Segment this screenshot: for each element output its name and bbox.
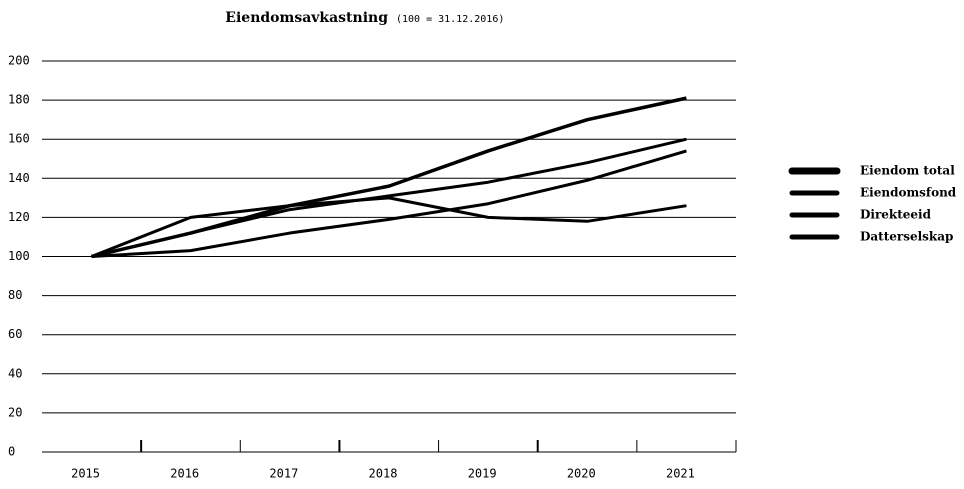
y-tick-label: 120 bbox=[8, 210, 30, 224]
y-tick-label: 200 bbox=[8, 54, 30, 68]
legend-label: Eiendom total bbox=[860, 164, 955, 178]
y-tick-label: 80 bbox=[8, 288, 22, 302]
y-tick-label: 140 bbox=[8, 171, 30, 185]
x-tick-label: 2019 bbox=[468, 467, 497, 481]
y-tick-label: 160 bbox=[8, 132, 30, 146]
y-tick-label: 40 bbox=[8, 366, 22, 380]
y-tick-label: 20 bbox=[8, 405, 22, 419]
x-tick-label: 2016 bbox=[170, 467, 199, 481]
chart-subtitle: (100 = 31.12.2016) bbox=[396, 14, 504, 25]
legend-label: Datterselskap bbox=[860, 230, 953, 244]
chart-title: Eiendomsavkastning bbox=[225, 10, 388, 26]
legend-label: Eiendomsfond bbox=[860, 186, 957, 200]
y-tick-label: 180 bbox=[8, 93, 30, 107]
x-tick-label: 2021 bbox=[666, 467, 695, 481]
x-tick-label: 2018 bbox=[369, 467, 398, 481]
x-tick-label: 2017 bbox=[269, 467, 298, 481]
y-tick-label: 0 bbox=[8, 445, 15, 459]
x-tick-label: 2015 bbox=[71, 467, 100, 481]
x-tick-label: 2020 bbox=[567, 467, 596, 481]
legend-label: Direkteeid bbox=[860, 208, 932, 222]
series-line bbox=[91, 149, 687, 258]
y-tick-label: 100 bbox=[8, 249, 30, 263]
series-line bbox=[91, 137, 687, 258]
y-tick-label: 60 bbox=[8, 327, 22, 341]
series-line bbox=[91, 196, 687, 258]
